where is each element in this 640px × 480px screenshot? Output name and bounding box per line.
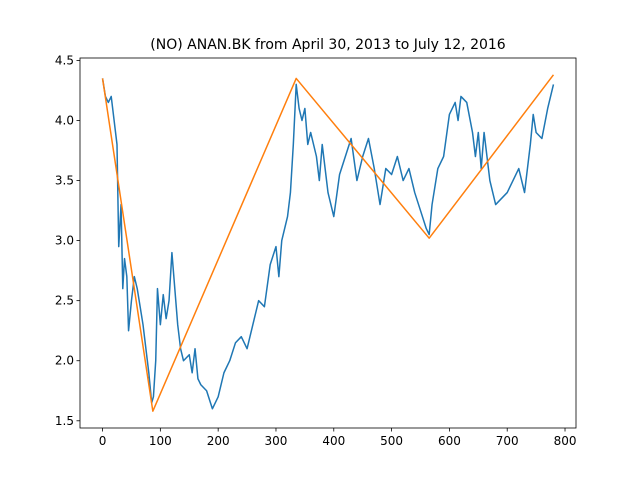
- x-tick-label: 100: [149, 434, 172, 448]
- y-tick-label: 4.5: [55, 53, 74, 67]
- x-tick-label: 300: [265, 434, 288, 448]
- axes-frame: [79, 57, 577, 429]
- y-tick-label: 4.0: [55, 113, 74, 127]
- y-tick-label: 3.0: [55, 234, 74, 248]
- x-tick-label: 700: [496, 434, 519, 448]
- y-tick-label: 1.5: [55, 414, 74, 428]
- y-tick-label: 2.5: [55, 294, 74, 308]
- y-tick-label: 3.5: [55, 174, 74, 188]
- x-tick-label: 200: [207, 434, 230, 448]
- x-tick-label: 500: [380, 434, 403, 448]
- x-tick-label: 800: [554, 434, 577, 448]
- series-line: [101, 74, 555, 412]
- x-tick-label: 0: [99, 434, 107, 448]
- x-tick-label: 400: [322, 434, 345, 448]
- x-tick-label: 600: [438, 434, 461, 448]
- series-line: [101, 78, 555, 410]
- chart-title: (NO) ANAN.BK from April 30, 2013 to July…: [150, 37, 505, 53]
- y-tick-label: 2.0: [55, 354, 74, 368]
